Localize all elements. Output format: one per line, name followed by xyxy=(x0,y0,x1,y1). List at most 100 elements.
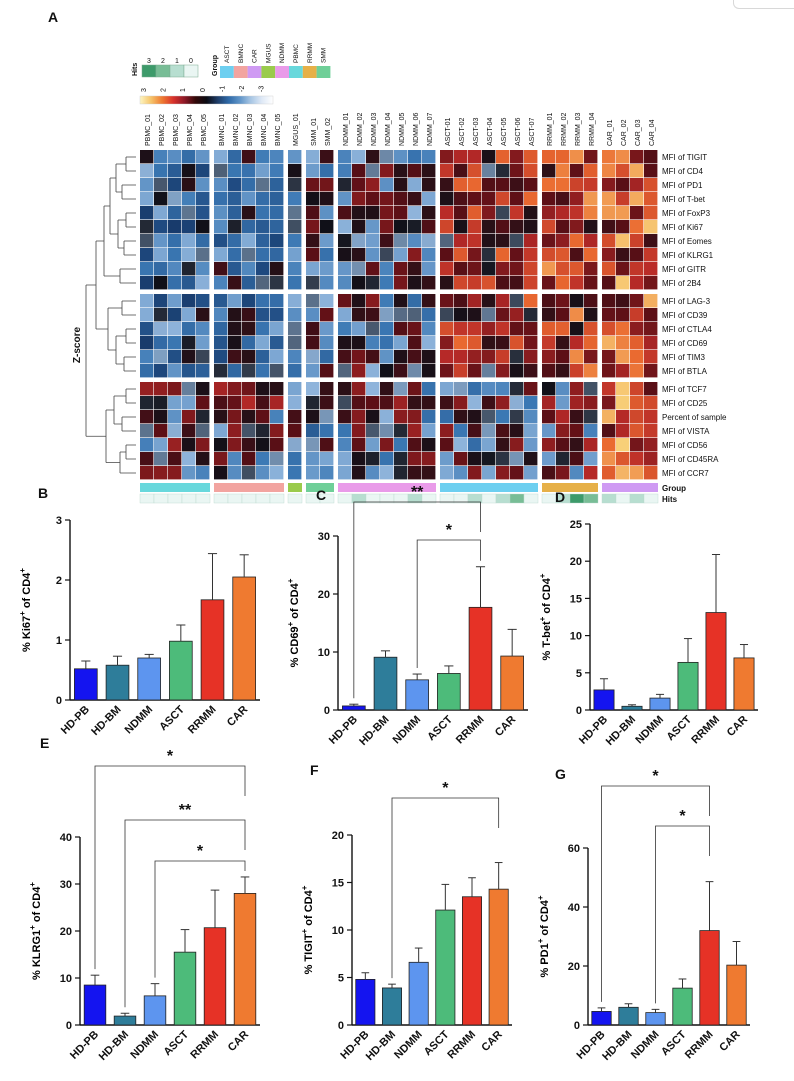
heatmap-cell xyxy=(408,192,422,206)
bar xyxy=(74,668,98,701)
y-axis-label-main: % TIGIT xyxy=(303,933,315,974)
row-label: MFI of LAG-3 xyxy=(662,297,711,306)
heatmap-cell xyxy=(338,178,352,192)
heatmap-cell xyxy=(380,336,394,350)
heatmap-cell xyxy=(602,364,616,378)
heatmap-cell xyxy=(214,350,228,364)
dendrogram-branch xyxy=(121,300,136,316)
heatmap-cell xyxy=(570,466,584,480)
heatmap-cell xyxy=(524,164,538,178)
heatmap-cell xyxy=(542,164,556,178)
hits-annotation-bar: Hits xyxy=(139,493,678,504)
heatmap-cell xyxy=(140,364,154,378)
heatmap-cell xyxy=(408,350,422,364)
heatmap-cell xyxy=(352,322,366,336)
heatmap-cell xyxy=(616,466,630,480)
significance-bracket xyxy=(353,501,481,699)
heatmap-cell xyxy=(380,192,394,206)
heatmap-cell xyxy=(338,192,352,206)
heatmap-cell xyxy=(468,164,482,178)
y-tick-label: 2 xyxy=(56,575,62,587)
heatmap-cell xyxy=(408,396,422,410)
heatmap-cell xyxy=(644,294,658,308)
heatmap-cell xyxy=(270,396,284,410)
heatmap-cell xyxy=(380,364,394,378)
heatmap-cell xyxy=(182,248,196,262)
heatmap-cell xyxy=(630,294,644,308)
heatmap-cell xyxy=(394,178,408,192)
y-tick-label: 15 xyxy=(332,878,344,890)
heatmap-cell xyxy=(394,308,408,322)
row-label: MFI of CD69 xyxy=(662,339,708,348)
heatmap-cell xyxy=(154,438,168,452)
heatmap-cell xyxy=(440,248,454,262)
heatmap-cell xyxy=(154,294,168,308)
heatmap-cell xyxy=(542,322,556,336)
heatmap-cell xyxy=(182,192,196,206)
heatmap-cell xyxy=(454,178,468,192)
heatmap-cell xyxy=(288,322,302,336)
category-label: NDMM xyxy=(392,1029,425,1062)
heatmap-cell xyxy=(454,248,468,262)
heatmap-cell xyxy=(644,438,658,452)
category-label: NDMM xyxy=(391,714,424,747)
heatmap-cell xyxy=(366,452,380,466)
sample-label: CAR_03 xyxy=(635,119,642,146)
heatmap-cell xyxy=(468,452,482,466)
heatmap-cell xyxy=(338,234,352,248)
hits-annotation-cell xyxy=(269,493,285,504)
heatmap-cell xyxy=(482,438,496,452)
y-axis-label-tail: of CD4 xyxy=(303,889,315,928)
heatmap-cell xyxy=(510,192,524,206)
hits-legend-value: 0 xyxy=(189,58,193,65)
heatmap-cell xyxy=(154,424,168,438)
heatmap-cell xyxy=(440,364,454,378)
heatmap-cell xyxy=(524,452,538,466)
bar xyxy=(618,1006,639,1026)
heatmap-cell xyxy=(228,308,242,322)
heatmap-cell xyxy=(256,150,270,164)
heatmap-cell xyxy=(602,294,616,308)
significance-label: * xyxy=(652,768,659,785)
heatmap-cell xyxy=(482,322,496,336)
heatmap-cell xyxy=(380,322,394,336)
sample-label: NDMM_06 xyxy=(413,112,420,146)
heatmap-cell xyxy=(468,220,482,234)
bar xyxy=(408,961,429,1026)
group-legend-swatch xyxy=(247,66,262,78)
heatmap-cell xyxy=(352,396,366,410)
heatmap-cell xyxy=(320,206,334,220)
hits-annotation-cell xyxy=(541,493,557,504)
sample-label: NDMM_04 xyxy=(385,112,392,146)
heatmap-cell xyxy=(306,322,320,336)
heatmap-cell xyxy=(496,234,510,248)
panel-label-c: C xyxy=(316,487,326,503)
heatmap-cell xyxy=(242,248,256,262)
heatmap-cell xyxy=(496,452,510,466)
hits-legend: Hits 3 2 1 0 xyxy=(132,58,199,78)
group-annotation-cell xyxy=(510,483,524,492)
heatmap-cell xyxy=(524,350,538,364)
significance-label: * xyxy=(167,748,174,765)
heatmap-cell xyxy=(168,308,182,322)
heatmap-cell xyxy=(630,438,644,452)
heatmap-cell xyxy=(338,466,352,480)
heatmap-cell xyxy=(584,164,598,178)
heatmap-cell xyxy=(468,294,482,308)
heatmap-cell xyxy=(630,234,644,248)
heatmap-cell xyxy=(306,452,320,466)
heatmap-cell xyxy=(320,294,334,308)
group-annotation-cell xyxy=(394,483,408,492)
heatmap-cell xyxy=(496,192,510,206)
significance-label: ** xyxy=(179,802,192,819)
heatmap-cell xyxy=(630,364,644,378)
category-label: HD-PB xyxy=(327,714,360,747)
heatmap-cell xyxy=(644,248,658,262)
sample-label: PBMC_04 xyxy=(187,114,194,146)
heatmap-cell xyxy=(380,438,394,452)
group-annotation-cell xyxy=(454,483,468,492)
heatmap-cell xyxy=(394,424,408,438)
heatmap-cell xyxy=(510,438,524,452)
y-axis-label-main: % CD69 xyxy=(289,626,301,667)
